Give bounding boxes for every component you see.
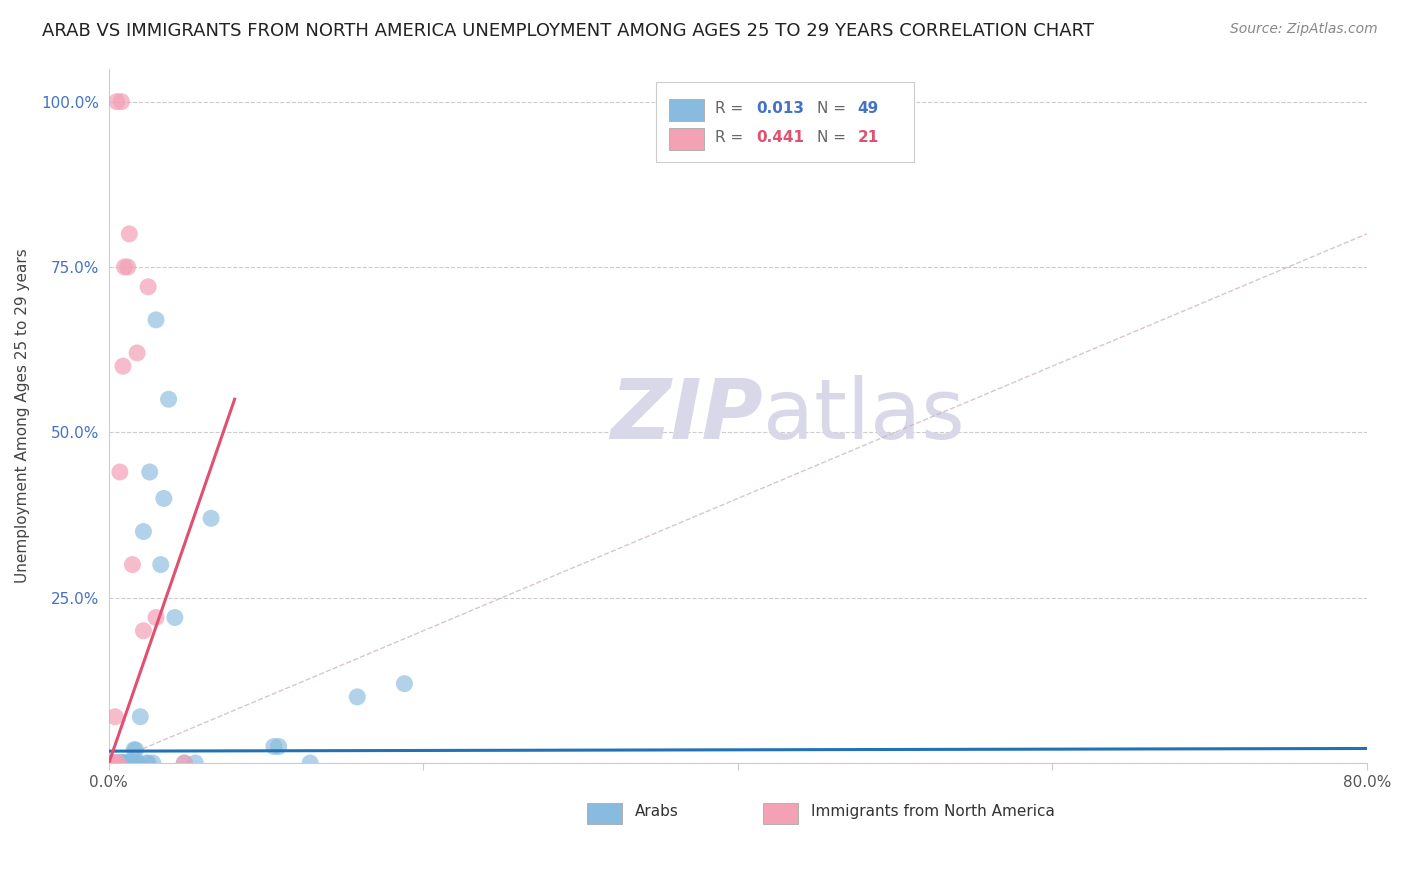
Point <box>103 756 125 770</box>
Text: R =: R = <box>716 130 748 145</box>
Point <box>104 756 127 770</box>
Text: atlas: atlas <box>763 376 965 457</box>
Point <box>100 756 122 770</box>
Point <box>100 756 122 770</box>
Point <box>115 756 138 770</box>
Point <box>103 756 125 770</box>
Point <box>200 511 222 525</box>
Point <box>97 756 120 770</box>
Point <box>117 756 139 770</box>
Y-axis label: Unemployment Among Ages 25 to 29 years: Unemployment Among Ages 25 to 29 years <box>15 248 30 583</box>
Point <box>108 756 131 770</box>
Point <box>173 756 195 770</box>
Point <box>104 756 127 770</box>
Point <box>173 756 195 770</box>
FancyBboxPatch shape <box>669 99 704 121</box>
Point <box>110 756 132 770</box>
Point <box>111 756 134 770</box>
Text: R =: R = <box>716 102 748 116</box>
Point <box>103 756 125 770</box>
FancyBboxPatch shape <box>657 82 914 162</box>
FancyBboxPatch shape <box>763 804 799 824</box>
Point <box>105 756 128 770</box>
Point <box>117 756 139 770</box>
Point <box>105 95 128 109</box>
Point <box>107 756 129 770</box>
Point <box>108 465 131 479</box>
Point <box>105 756 128 770</box>
FancyBboxPatch shape <box>669 128 704 151</box>
Point <box>129 710 152 724</box>
Point <box>263 739 285 754</box>
Text: N =: N = <box>817 102 851 116</box>
Point <box>107 756 129 770</box>
Point <box>299 756 322 770</box>
Point <box>120 756 142 770</box>
Text: ZIP: ZIP <box>610 376 763 457</box>
FancyBboxPatch shape <box>586 804 621 824</box>
Point <box>184 756 207 770</box>
Text: Arabs: Arabs <box>634 805 679 819</box>
Point <box>110 756 132 770</box>
Text: N =: N = <box>817 130 851 145</box>
Point <box>145 313 167 327</box>
Point <box>114 756 136 770</box>
Text: 0.013: 0.013 <box>756 102 804 116</box>
Point <box>104 710 127 724</box>
Text: 0.441: 0.441 <box>756 130 804 145</box>
Point <box>114 260 136 274</box>
Point <box>138 465 160 479</box>
Point <box>101 756 124 770</box>
Point <box>118 227 141 241</box>
Point <box>163 610 186 624</box>
Point <box>124 743 146 757</box>
Text: Source: ZipAtlas.com: Source: ZipAtlas.com <box>1230 22 1378 37</box>
Text: Immigrants from North America: Immigrants from North America <box>811 805 1054 819</box>
Point <box>145 610 167 624</box>
Point <box>117 260 139 274</box>
Point <box>103 756 125 770</box>
Point <box>121 756 143 770</box>
Point <box>115 756 138 770</box>
Point <box>127 756 149 770</box>
Point <box>136 756 159 770</box>
Text: 21: 21 <box>858 130 879 145</box>
Point <box>135 756 157 770</box>
Point <box>118 756 141 770</box>
Point <box>114 756 136 770</box>
Point <box>122 756 145 770</box>
Point <box>127 346 149 360</box>
Point <box>128 756 150 770</box>
Point <box>121 558 143 572</box>
Point <box>122 743 145 757</box>
Point <box>110 95 132 109</box>
Point <box>153 491 176 506</box>
Point <box>111 359 134 374</box>
Text: 49: 49 <box>858 102 879 116</box>
Text: ARAB VS IMMIGRANTS FROM NORTH AMERICA UNEMPLOYMENT AMONG AGES 25 TO 29 YEARS COR: ARAB VS IMMIGRANTS FROM NORTH AMERICA UN… <box>42 22 1094 40</box>
Point <box>149 558 172 572</box>
Point <box>121 756 143 770</box>
Point <box>111 756 134 770</box>
Point <box>142 756 165 770</box>
Point <box>136 280 159 294</box>
Point <box>101 756 124 770</box>
Point <box>346 690 368 704</box>
Point <box>120 756 142 770</box>
Point <box>394 676 416 690</box>
Point <box>267 739 290 754</box>
Point <box>157 392 180 407</box>
Point <box>132 524 155 539</box>
Point <box>110 756 132 770</box>
Point <box>132 624 155 638</box>
